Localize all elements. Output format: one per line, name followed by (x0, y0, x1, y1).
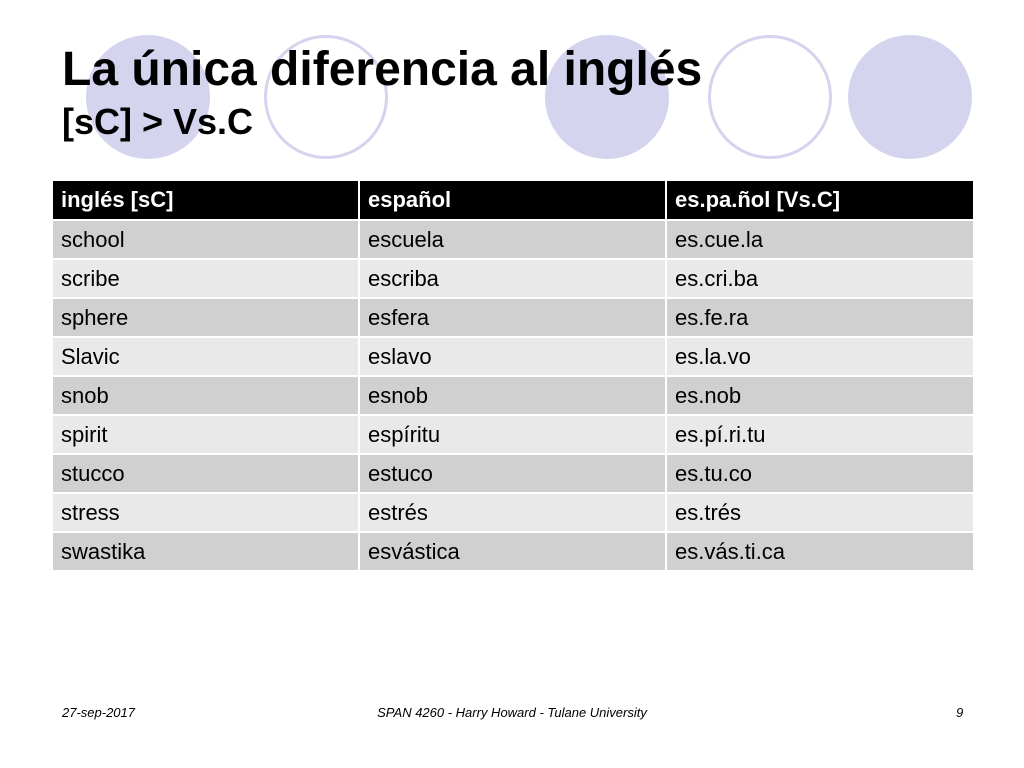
cell-syllabified: es.tu.co (667, 455, 973, 492)
cell-spanish: espíritu (360, 416, 665, 453)
cell-english: stress (53, 494, 358, 531)
footer-course-info: SPAN 4260 - Harry Howard - Tulane Univer… (377, 705, 647, 720)
footer-date: 27-sep-2017 (62, 705, 135, 720)
cell-english: Slavic (53, 338, 358, 375)
cell-syllabified: es.cue.la (667, 221, 973, 258)
decorative-circle-filled (848, 35, 972, 159)
cell-english: spirit (53, 416, 358, 453)
cell-english: snob (53, 377, 358, 414)
footer-page-number: 9 (956, 705, 964, 720)
cell-syllabified: es.cri.ba (667, 260, 973, 297)
cell-syllabified: es.pí.ri.tu (667, 416, 973, 453)
decorative-circle-ring (264, 35, 388, 159)
header-syllabified: es.pa.ñol [Vs.C] (667, 181, 973, 219)
cell-syllabified: es.la.vo (667, 338, 973, 375)
cell-spanish: esfera (360, 299, 665, 336)
table-row: snob esnob es.nob (53, 377, 973, 414)
word-table: inglés [sC] español es.pa.ñol [Vs.C] sch… (51, 179, 975, 572)
cell-spanish: esvástica (360, 533, 665, 570)
slide-title-line2: [sC] > Vs.C (62, 101, 254, 142)
cell-english: sphere (53, 299, 358, 336)
table-row: stress estrés es.trés (53, 494, 973, 531)
slide-title: La única diferencia al inglés [sC] > Vs.… (62, 40, 702, 144)
cell-syllabified: es.fe.ra (667, 299, 973, 336)
cell-spanish: estuco (360, 455, 665, 492)
header-english: inglés [sC] (53, 181, 358, 219)
cell-english: swastika (53, 533, 358, 570)
slide-title-line1: La única diferencia al inglés (62, 43, 703, 96)
cell-spanish: esnob (360, 377, 665, 414)
cell-syllabified: es.trés (667, 494, 973, 531)
cell-english: stucco (53, 455, 358, 492)
cell-spanish: eslavo (360, 338, 665, 375)
cell-spanish: escuela (360, 221, 665, 258)
table-row: sphere esfera es.fe.ra (53, 299, 973, 336)
cell-syllabified: es.vás.ti.ca (667, 533, 973, 570)
table-row: stucco estuco es.tu.co (53, 455, 973, 492)
decorative-circle-filled (86, 35, 210, 159)
table-row: spirit espíritu es.pí.ri.tu (53, 416, 973, 453)
table-row: school escuela es.cue.la (53, 221, 973, 258)
header-spanish: español (360, 181, 665, 219)
table-row: scribe escriba es.cri.ba (53, 260, 973, 297)
table-header-row: inglés [sC] español es.pa.ñol [Vs.C] (53, 181, 973, 219)
table-row: swastika esvástica es.vás.ti.ca (53, 533, 973, 570)
decorative-circle-ring (708, 35, 832, 159)
cell-english: school (53, 221, 358, 258)
cell-syllabified: es.nob (667, 377, 973, 414)
decorative-circle-filled (545, 35, 669, 159)
cell-spanish: estrés (360, 494, 665, 531)
cell-english: scribe (53, 260, 358, 297)
table-row: Slavic eslavo es.la.vo (53, 338, 973, 375)
cell-spanish: escriba (360, 260, 665, 297)
